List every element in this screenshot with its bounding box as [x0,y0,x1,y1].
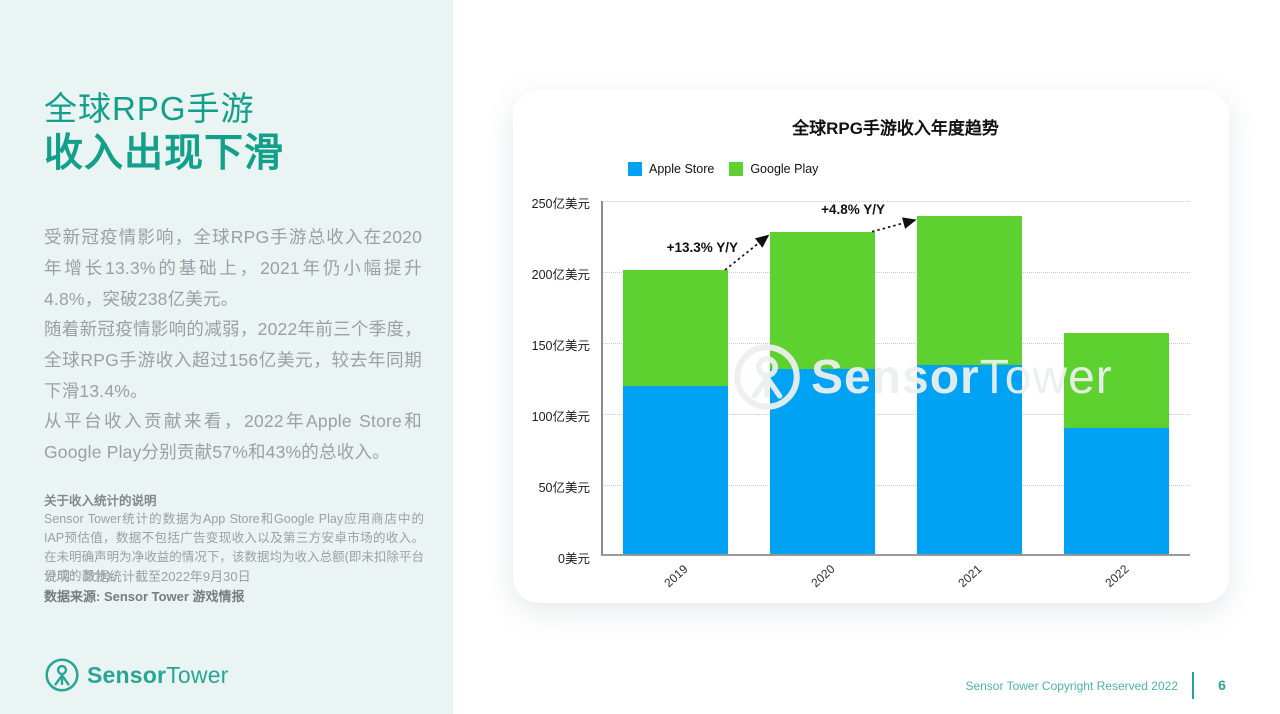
legend-label: Apple Store [649,162,715,176]
bar-segment-2021-google-play [917,216,1022,366]
page-title-line2: 收入出现下滑 [44,132,285,175]
summary-paragraph-2: 随着新冠疫情影响的减弱，2022年前三个季度，全球RPG手游收入超过156亿美元… [44,319,422,401]
chart-card: 全球RPG手游收入年度趋势 Apple Store Google Play Sen… [513,90,1229,603]
bar-segment-2022-apple-store [1064,427,1169,554]
bar-segment-2022-google-play [1064,332,1169,428]
chart-plot-area: SensorTower 250亿美元 200亿美元 150亿美元 100亿美元 50亿美… [532,197,1190,590]
annotation-arrows [724,217,917,271]
footer-divider [1192,672,1194,699]
chart-title: 全球RPG手游收入年度趋势 [792,119,999,138]
bar-segment-2021-apple-store [917,365,1022,554]
legend-swatch-icon [628,162,642,176]
y-axis-tick-label: 0美元 [558,552,590,566]
sensor-tower-logo: SensorTower [44,657,229,693]
bar-2022 [1064,332,1169,554]
sidebar: 全球RPG手游 收入出现下滑 受新冠疫情影响，全球RPG手游总收入在2020年增… [0,0,453,714]
bar-segment-2019-apple-store [623,386,728,554]
data-cutoff-caption: 说明：数据统计截至2022年9月30日 [44,569,251,584]
gridline [603,272,1190,273]
gridline [603,414,1190,415]
legend-item-0: Apple Store [628,162,714,176]
bar-segment-2019-google-play [623,270,728,387]
methodology-note: 关于收入统计的说明 Sensor Tower统计的数据为App Store和Go… [44,492,424,586]
chart-legend: Apple Store Google Play [628,162,818,176]
bar-2021 [917,216,1022,554]
sensor-tower-logo-icon [45,658,79,692]
summary-paragraph-1: 受新冠疫情影响，全球RPG手游总收入在2020年增长13.3%的基础上，2021… [44,227,422,309]
growth-annotation-label-0: +13.3% Y/Y [666,240,738,255]
growth-arrow-0 [724,234,770,271]
methodology-note-title: 关于收入统计的说明 [44,494,157,508]
data-source-caption: 数据来源: Sensor Tower 游戏情报 [44,589,245,604]
page-title: 全球RPG手游 收入出现下滑 [44,88,284,178]
y-axis-tick-label: 200亿美元 [531,268,590,282]
y-axis-tick-label: 150亿美元 [531,339,590,353]
legend-swatch-icon [729,162,744,176]
footer-page-number: 6 [1218,677,1226,693]
page-title-line1: 全球RPG手游 [44,90,255,127]
gridline [603,485,1190,486]
legend-label: Google Play [750,162,819,176]
sensor-tower-logo-text: SensorTower [87,661,229,688]
bar-2019 [623,270,728,554]
gridline [603,201,1190,202]
footer-copyright: Sensor Tower Copyright Reserved 2022 [965,679,1178,693]
gridline [603,343,1190,344]
y-axis-tick-label: 100亿美元 [531,410,590,424]
growth-arrow-1 [871,217,917,233]
growth-annotation-label-1: +4.8% Y/Y [821,201,885,217]
legend-item-1: Google Play [729,162,818,176]
methodology-note-body: Sensor Tower统计的数据为App Store和Google Play应… [44,512,424,583]
y-axis-tick-label: 250亿美元 [531,197,590,211]
summary-paragraph-3: 从平台收入贡献来看，2022年Apple Store和Google Play分别… [44,411,422,462]
y-axis-tick-label: 50亿美元 [538,481,590,495]
